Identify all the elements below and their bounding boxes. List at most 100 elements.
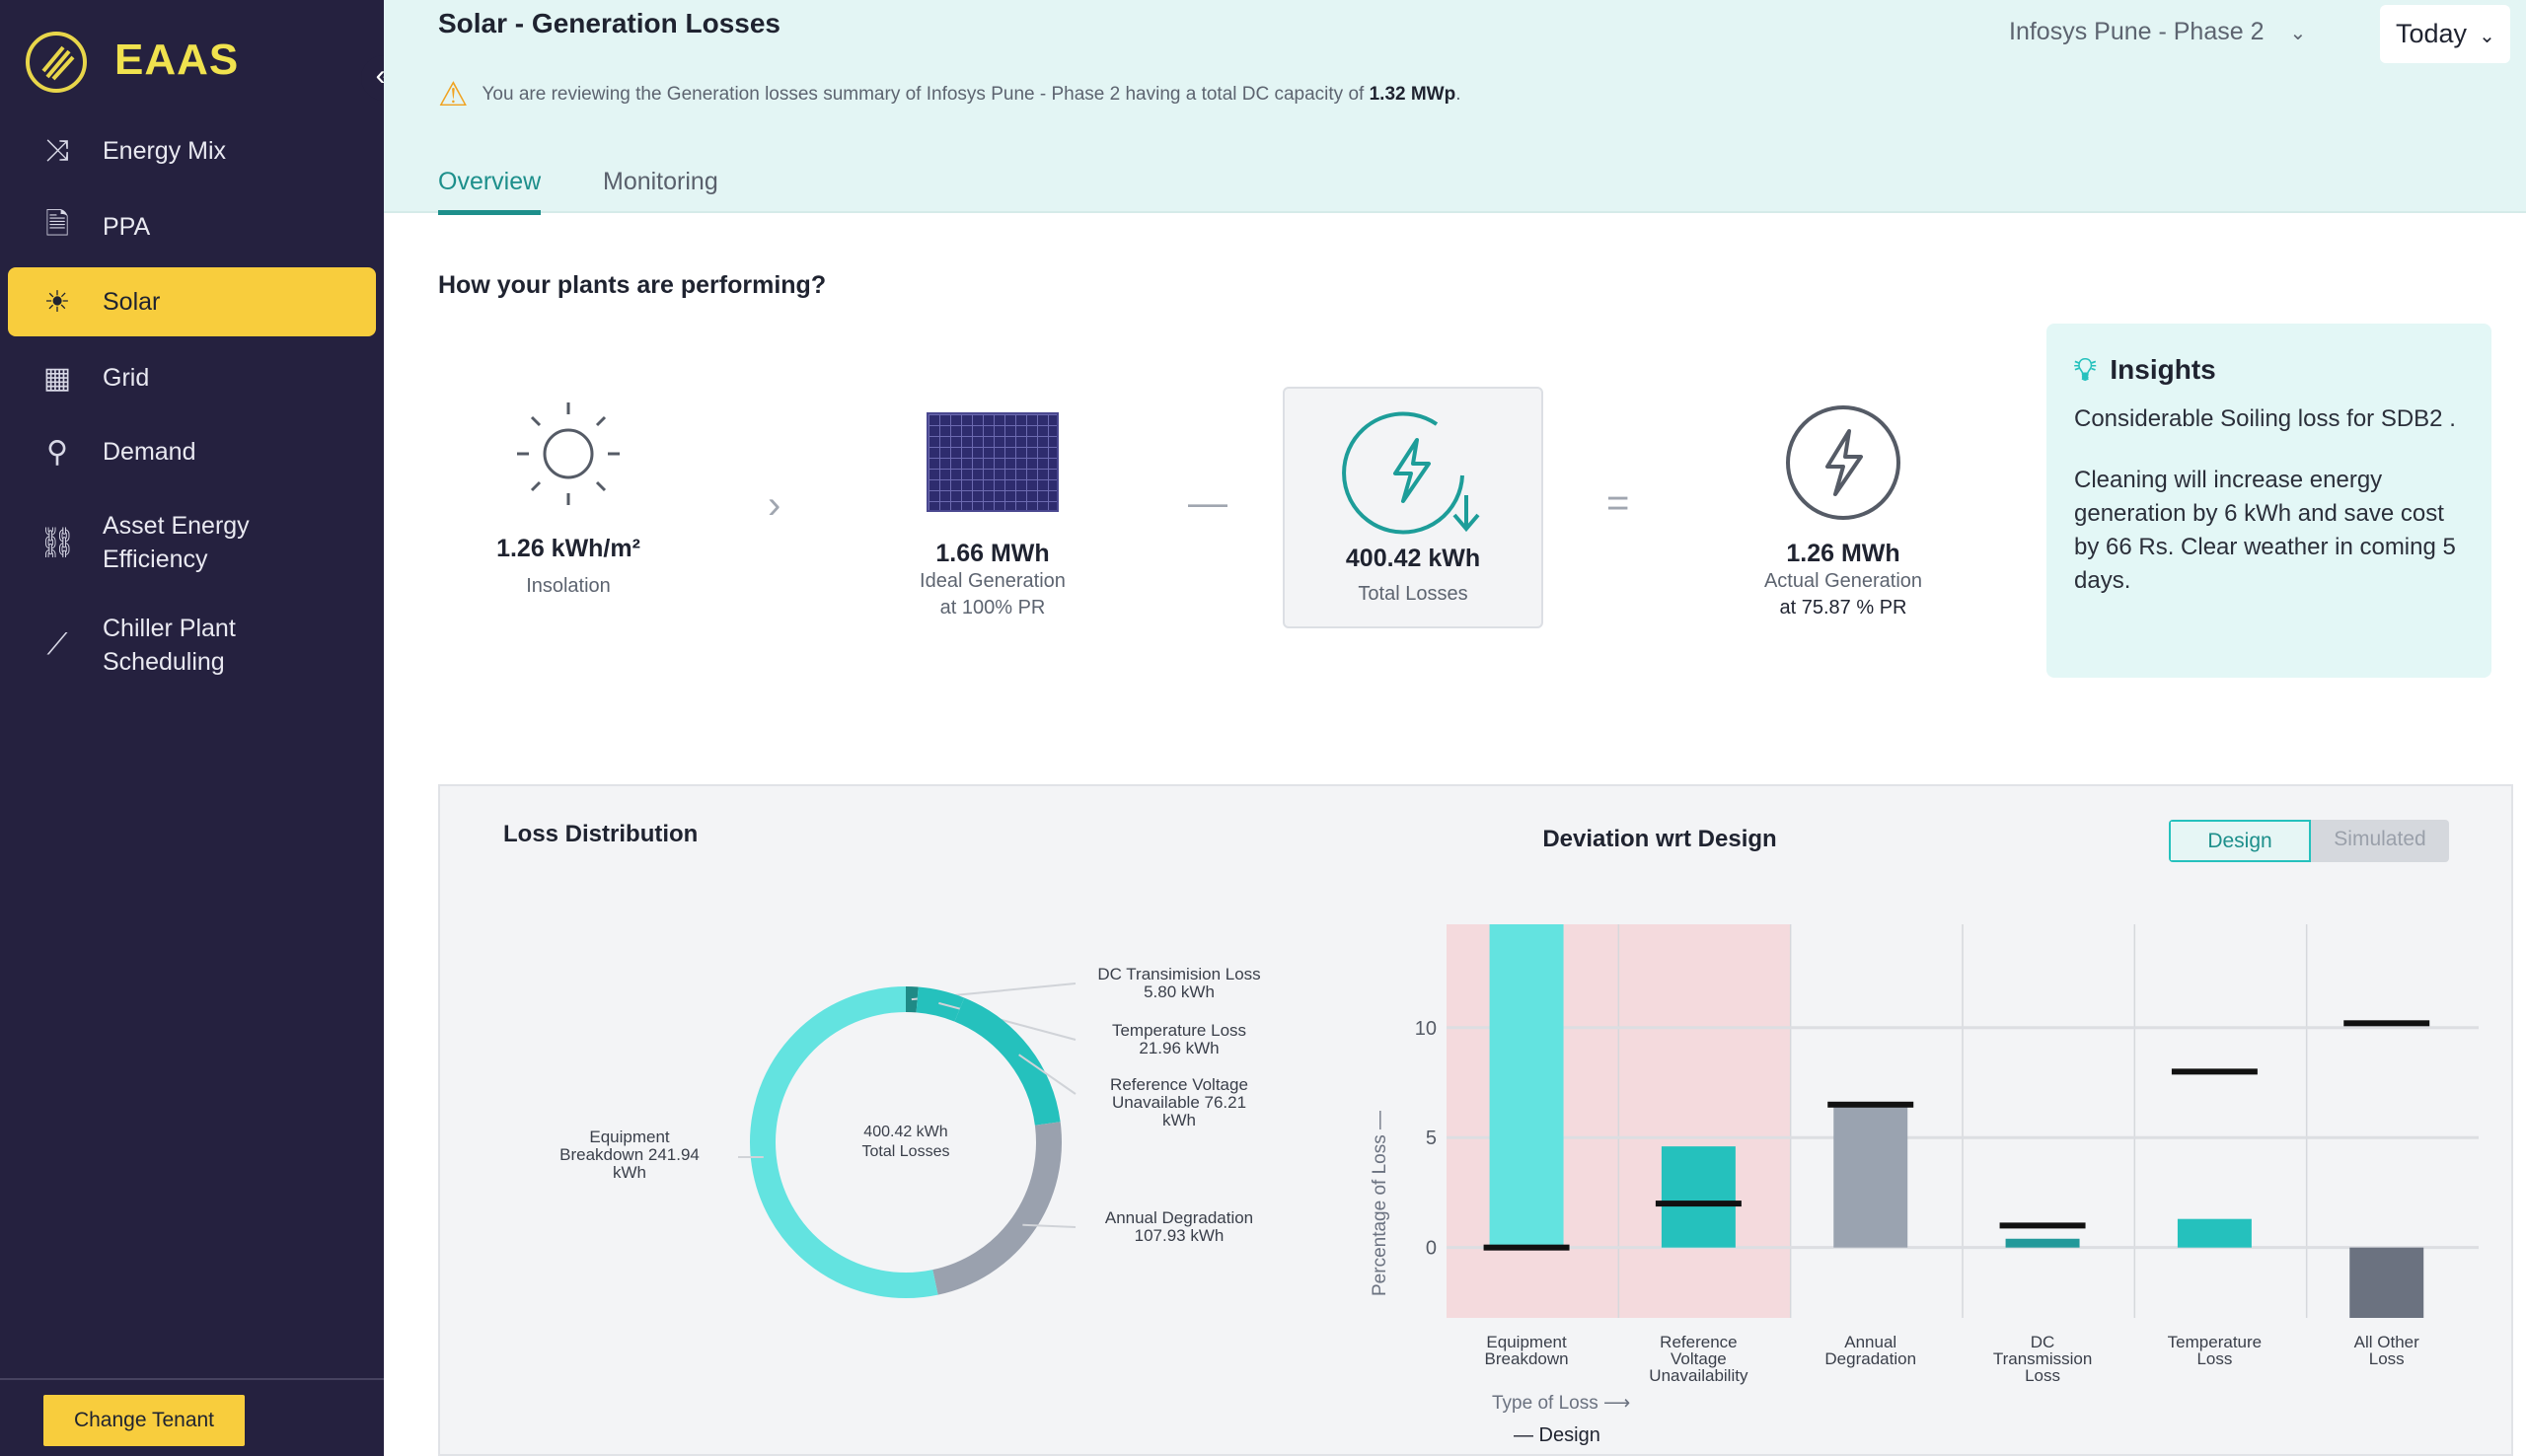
kpi-ideal-generation: 1.66 MWh Ideal Generation at 100% PR <box>845 540 1141 621</box>
design-simulated-toggle: Design Simulated <box>2169 820 2449 862</box>
sidebar-item-energy-mix[interactable]: ⤨ Energy Mix <box>8 116 376 185</box>
sidebar <box>0 0 384 1456</box>
notice-prefix: You are reviewing the Generation losses … <box>482 84 1370 105</box>
x-axis-label: Type of Loss ⟶ <box>1492 1393 1630 1414</box>
document-icon: 🗎 <box>44 207 70 241</box>
x-tick-label: Unavailability <box>1649 1366 1748 1385</box>
period-value: Today <box>2396 19 2468 48</box>
slice-label: Equipment <box>589 1128 670 1146</box>
notice-suffix: . <box>1455 84 1461 105</box>
toggle-design[interactable]: Design <box>2169 820 2311 862</box>
loss-distribution-title: Loss Distribution <box>503 821 699 847</box>
chevron-down-icon: ⌄ <box>2289 23 2307 44</box>
plug-icon: ⚲ <box>46 435 68 469</box>
slice-label: Temperature Loss <box>1112 1021 1246 1040</box>
tab-monitoring[interactable]: Monitoring <box>603 168 718 195</box>
slice-label: 5.80 kWh <box>1144 983 1215 1001</box>
slice-label: 21.96 kWh <box>1139 1039 1219 1057</box>
design-marker <box>1483 1244 1570 1251</box>
slice-label: Annual Degradation <box>1105 1208 1253 1227</box>
logo-text: EAAS <box>114 36 240 84</box>
lightning-down-icon <box>1342 411 1480 535</box>
x-tick-label: Loss <box>2196 1349 2232 1368</box>
x-tick-label: Temperature <box>2168 1333 2262 1351</box>
x-tick-label: Degradation <box>1824 1349 1916 1368</box>
shuffle-icon: ⤨ <box>45 134 69 167</box>
bar <box>1833 1107 1908 1248</box>
site-select[interactable]: Infosys Pune - Phase 2 ⌄ <box>2009 18 2306 46</box>
label-line: Efficiency <box>103 546 208 573</box>
network-icon: ⛓ <box>37 526 77 559</box>
bar <box>2349 1247 2424 1318</box>
bar <box>1661 1146 1736 1248</box>
insight-text: Considerable Soiling loss for SDB2 . <box>2074 405 2456 432</box>
kpi-value: 1.66 MWh <box>935 540 1050 567</box>
kpi-value: 1.26 kWh/m² <box>496 535 640 562</box>
design-marker <box>1655 1201 1742 1207</box>
donut-slice <box>954 997 1061 1126</box>
sidebar-item-grid[interactable]: ▦ Grid <box>8 343 376 412</box>
grid-icon: ▦ <box>42 361 72 395</box>
leader-line <box>1018 1054 1077 1095</box>
x-tick-label: Loss <box>2025 1366 2060 1385</box>
period-select[interactable]: Today ⌄ <box>2380 5 2510 63</box>
kpi-value: 400.42 kWh <box>1345 545 1481 572</box>
design-marker <box>2171 1068 2258 1075</box>
change-tenant-button[interactable]: Change Tenant <box>43 1395 245 1446</box>
insights-header: 💡︎ Insights <box>2074 351 2464 389</box>
kpi-sub: at 100% PR <box>939 597 1046 619</box>
slice-label: Reference Voltage <box>1110 1075 1248 1094</box>
arrow-operator: › <box>768 483 781 527</box>
sidebar-item-demand[interactable]: ⚲ Demand <box>8 417 376 486</box>
kpi-label: Total Losses <box>1358 583 1468 605</box>
sidebar-item-solar[interactable]: ☀ Solar <box>8 267 376 336</box>
logo-icon <box>26 32 87 93</box>
x-tick-label: Loss <box>2369 1349 2405 1368</box>
sidebar-item-label: Asset Energy Efficiency <box>103 509 250 576</box>
sidebar-item-chiller-plant-scheduling[interactable]: ⟋ Chiller Plant Scheduling <box>8 608 376 683</box>
kpi-insolation: 1.26 kWh/m² Insolation <box>420 535 716 600</box>
donut-slice <box>916 986 965 1022</box>
notice-text: You are reviewing the Generation losses … <box>482 84 1460 106</box>
total-losses-card <box>1283 387 1543 628</box>
kpi-label: Actual Generation <box>1763 570 1923 592</box>
bar <box>1489 924 1564 1248</box>
donut-slice <box>932 1122 1062 1295</box>
leader-line <box>1022 1223 1077 1228</box>
x-tick-label: DC <box>2031 1333 2055 1351</box>
sun-icon: ☀ <box>43 285 71 319</box>
label-line: Chiller Plant <box>103 615 236 642</box>
sidebar-item-ppa[interactable]: 🗎 PPA <box>8 192 376 261</box>
sidebar-divider <box>0 1378 384 1380</box>
x-tick-label: Equipment <box>1486 1333 1567 1351</box>
y-tick-label: 10 <box>1415 1018 1437 1040</box>
sidebar-item-asset-energy-efficiency[interactable]: ⛓ Asset Energy Efficiency <box>8 505 376 580</box>
tab-overview[interactable]: Overview <box>438 168 542 215</box>
chevron-down-icon: ⌄ <box>2479 26 2495 47</box>
slice-label: kWh <box>1162 1111 1196 1129</box>
trend-icon: ⟋ <box>46 628 68 661</box>
sidebar-item-label: Solar <box>103 287 161 316</box>
kpi-label: Insolation <box>526 575 611 597</box>
y-tick-label: 5 <box>1426 1128 1437 1149</box>
slice-label: DC Transimision Loss <box>1097 965 1260 983</box>
insights-title: Insights <box>2110 354 2216 385</box>
kpi-sub: at 75.87 % PR <box>1779 597 1907 619</box>
x-tick-label: Breakdown <box>1485 1349 1569 1368</box>
donut-center-value: 400.42 kWh <box>863 1124 947 1140</box>
x-tick-label: Reference <box>1660 1333 1737 1351</box>
kpi-label: Ideal Generation <box>920 570 1066 592</box>
design-marker <box>1999 1222 2086 1229</box>
label-line: Asset Energy <box>103 512 250 540</box>
sidebar-item-label: Demand <box>103 437 196 466</box>
slice-label: 107.93 kWh <box>1135 1226 1225 1245</box>
slice-label: kWh <box>613 1163 646 1182</box>
dc-capacity: 1.32 MWp <box>1369 84 1456 105</box>
insights-card: 💡︎ Insights Considerable Soiling loss for… <box>2046 324 2491 678</box>
lightbulb-icon: 💡︎ <box>2074 351 2097 387</box>
donut-center-label: Total Losses <box>862 1143 950 1160</box>
toggle-simulated[interactable]: Simulated <box>2334 828 2426 850</box>
highlight-band <box>1618 924 1791 1318</box>
notice: ⚠ You are reviewing the Generation losses… <box>438 75 1461 114</box>
